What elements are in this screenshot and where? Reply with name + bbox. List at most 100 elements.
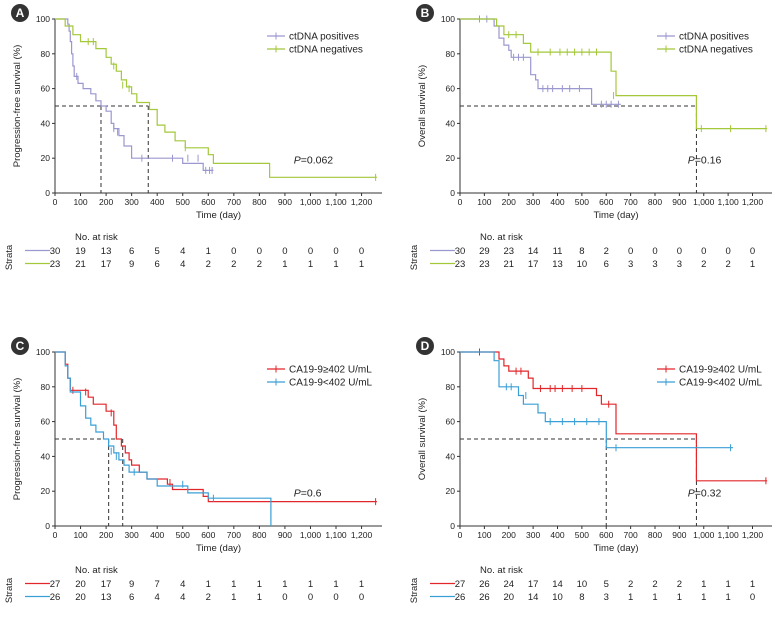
- x-tick-label: 1,000: [300, 530, 322, 540]
- risk-count: 2: [604, 246, 609, 257]
- y-tick-label: 0: [450, 188, 455, 198]
- panel-badge-label: A: [16, 6, 25, 20]
- risk-count: 8: [579, 592, 584, 603]
- risk-count: 14: [528, 246, 539, 257]
- x-tick-label: 100: [477, 197, 491, 207]
- risk-count: 1: [333, 579, 338, 590]
- x-tick-label: 1,000: [300, 197, 322, 207]
- x-tick-label: 500: [176, 197, 190, 207]
- risk-count: 30: [50, 246, 61, 257]
- risk-count: 0: [257, 246, 262, 257]
- x-tick-label: 500: [176, 530, 190, 540]
- risk-count: 10: [577, 579, 588, 590]
- x-tick-label: 600: [599, 530, 613, 540]
- y-tick-label: 80: [41, 49, 51, 59]
- risk-count: 6: [129, 592, 134, 603]
- risk-count: 1: [725, 579, 730, 590]
- x-tick-label: 300: [526, 530, 540, 540]
- x-tick-label: 0: [458, 530, 463, 540]
- x-tick-label: 100: [477, 530, 491, 540]
- x-tick-label: 900: [278, 530, 292, 540]
- y-axis-title: Overall survival (%): [417, 398, 428, 480]
- y-tick-label: 40: [41, 451, 51, 461]
- survival-curve-1: [460, 351, 768, 482]
- risk-count: 4: [180, 592, 185, 603]
- x-tick-label: 600: [599, 197, 613, 207]
- risk-count: 8: [579, 246, 584, 257]
- p-value-number: =0.062: [301, 154, 334, 166]
- risk-count: 9: [129, 259, 134, 270]
- risk-count: 27: [455, 579, 466, 590]
- panel-badge: [11, 4, 29, 22]
- p-value: P=0.16: [688, 154, 722, 166]
- risk-table-header: No. at risk: [75, 565, 118, 576]
- risk-count: 0: [652, 246, 657, 257]
- x-tick-label: 1,100: [325, 530, 347, 540]
- x-tick-label: 500: [575, 197, 589, 207]
- risk-count: 0: [750, 592, 755, 603]
- x-tick-label: 1,100: [325, 197, 347, 207]
- x-tick-label: 900: [278, 197, 292, 207]
- risk-count: 1: [701, 592, 706, 603]
- panel-badge: [11, 337, 29, 355]
- x-tick-label: 1,200: [742, 197, 764, 207]
- y-tick-label: 20: [41, 153, 51, 163]
- risk-count: 0: [282, 246, 287, 257]
- risk-count: 5: [155, 246, 160, 257]
- risk-table-header: No. at risk: [75, 232, 118, 243]
- risk-count: 30: [455, 246, 466, 257]
- legend-label: CA19-9<402 U/mL: [679, 378, 763, 389]
- y-tick-label: 60: [446, 417, 456, 427]
- risk-count: 4: [180, 246, 185, 257]
- x-tick-label: 400: [550, 530, 564, 540]
- risk-count: 0: [231, 246, 236, 257]
- risk-count: 2: [677, 579, 682, 590]
- risk-count: 7: [155, 579, 160, 590]
- risk-count: 1: [750, 579, 755, 590]
- x-tick-label: 600: [201, 530, 215, 540]
- panel-badge-label: D: [421, 339, 430, 353]
- y-tick-label: 80: [446, 382, 456, 392]
- risk-count: 9: [129, 579, 134, 590]
- risk-table-header: No. at risk: [480, 565, 523, 576]
- risk-count: 1: [750, 259, 755, 270]
- risk-count: 0: [701, 246, 706, 257]
- risk-count: 24: [503, 579, 514, 590]
- strata-label: Strata: [4, 577, 15, 603]
- risk-count: 17: [528, 579, 539, 590]
- risk-count: 17: [101, 579, 112, 590]
- risk-count: 20: [75, 592, 86, 603]
- p-value-number: =0.16: [695, 154, 722, 166]
- x-tick-label: 100: [73, 197, 87, 207]
- risk-count: 26: [479, 579, 490, 590]
- x-tick-label: 400: [150, 530, 164, 540]
- risk-count: 6: [155, 259, 160, 270]
- x-tick-label: 1,100: [717, 197, 739, 207]
- x-tick-label: 1,200: [742, 530, 764, 540]
- risk-count: 2: [628, 579, 633, 590]
- risk-count: 4: [155, 592, 160, 603]
- risk-count: 1: [725, 592, 730, 603]
- x-axis-title: Time (day): [196, 210, 241, 221]
- risk-count: 1: [652, 592, 657, 603]
- risk-count: 0: [282, 592, 287, 603]
- y-tick-label: 60: [446, 84, 456, 94]
- risk-count: 0: [359, 592, 364, 603]
- x-tick-label: 300: [125, 197, 139, 207]
- risk-count: 2: [206, 592, 211, 603]
- survival-curve-2: [460, 351, 733, 449]
- legend-label: ctDNA positives: [679, 32, 749, 43]
- risk-count: 3: [604, 592, 609, 603]
- x-tick-label: 400: [550, 197, 564, 207]
- risk-count: 0: [333, 246, 338, 257]
- x-tick-label: 600: [201, 197, 215, 207]
- x-tick-label: 200: [502, 197, 516, 207]
- p-value-symbol: P: [688, 487, 695, 499]
- x-tick-label: 1,200: [351, 530, 373, 540]
- risk-count: 1: [282, 259, 287, 270]
- risk-count: 20: [75, 579, 86, 590]
- risk-count: 0: [359, 246, 364, 257]
- risk-count: 1: [701, 579, 706, 590]
- risk-count: 26: [455, 592, 466, 603]
